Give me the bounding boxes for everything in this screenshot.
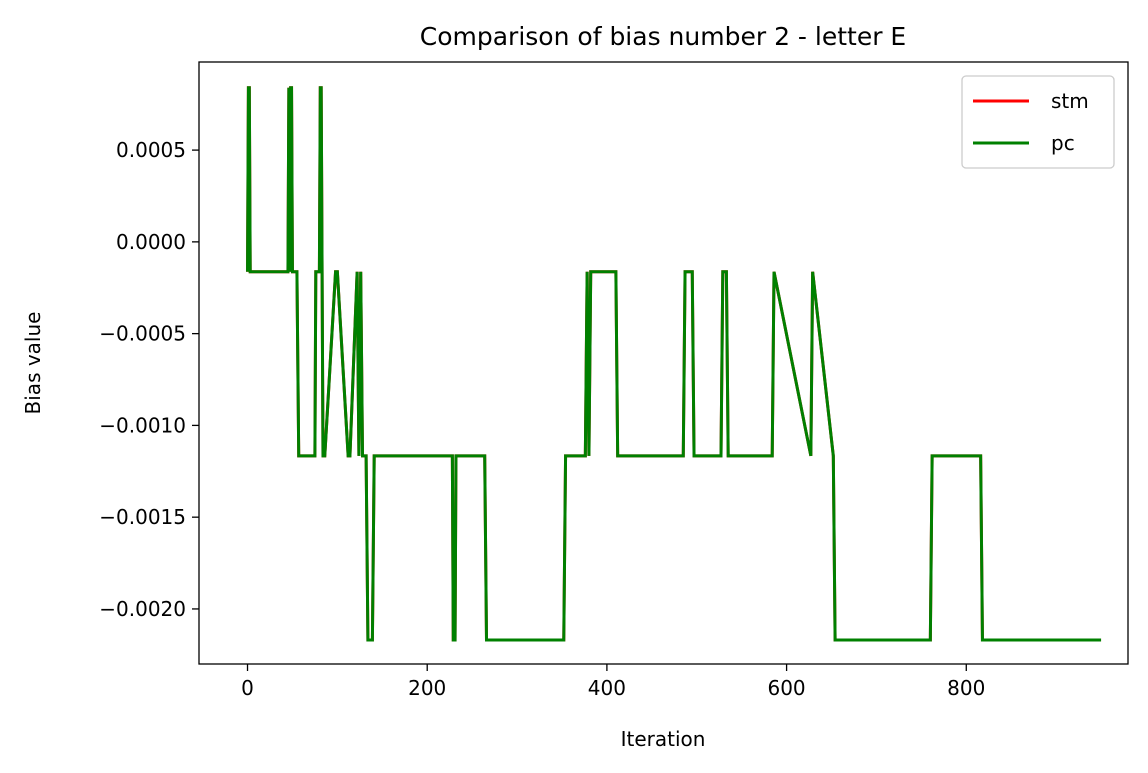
x-axis-label: Iteration [621, 727, 706, 751]
series-layer [246, 86, 1102, 642]
legend: stm pc [961, 75, 1115, 169]
series-line-pc [246, 86, 1102, 642]
y-tick-label: 0.0000 [116, 230, 186, 254]
x-tick-label: 800 [947, 676, 985, 700]
legend-label-stm: stm [1051, 89, 1089, 113]
y-tick-label: −0.0005 [99, 322, 186, 346]
y-tick-label: −0.0020 [99, 597, 186, 621]
y-axis-label: Bias value [21, 312, 45, 415]
chart-title: Comparison of bias number 2 - letter E [420, 22, 906, 51]
legend-label-pc: pc [1051, 131, 1075, 155]
plot-frame [198, 61, 1129, 665]
y-tick-label: 0.0005 [116, 138, 186, 162]
x-tick-label: 0 [241, 676, 254, 700]
x-tick-label: 600 [767, 676, 805, 700]
x-tick-label: 400 [588, 676, 626, 700]
y-tick-label: −0.0010 [99, 413, 186, 437]
y-tick-label: −0.0015 [99, 505, 186, 529]
y-axis: 0.0005 0.0000 −0.0005 −0.0010 −0.0015 −0.0020 [99, 138, 199, 621]
legend-box [961, 75, 1115, 169]
x-tick-label: 200 [408, 676, 446, 700]
x-axis: 0 200 400 600 800 [241, 664, 985, 700]
